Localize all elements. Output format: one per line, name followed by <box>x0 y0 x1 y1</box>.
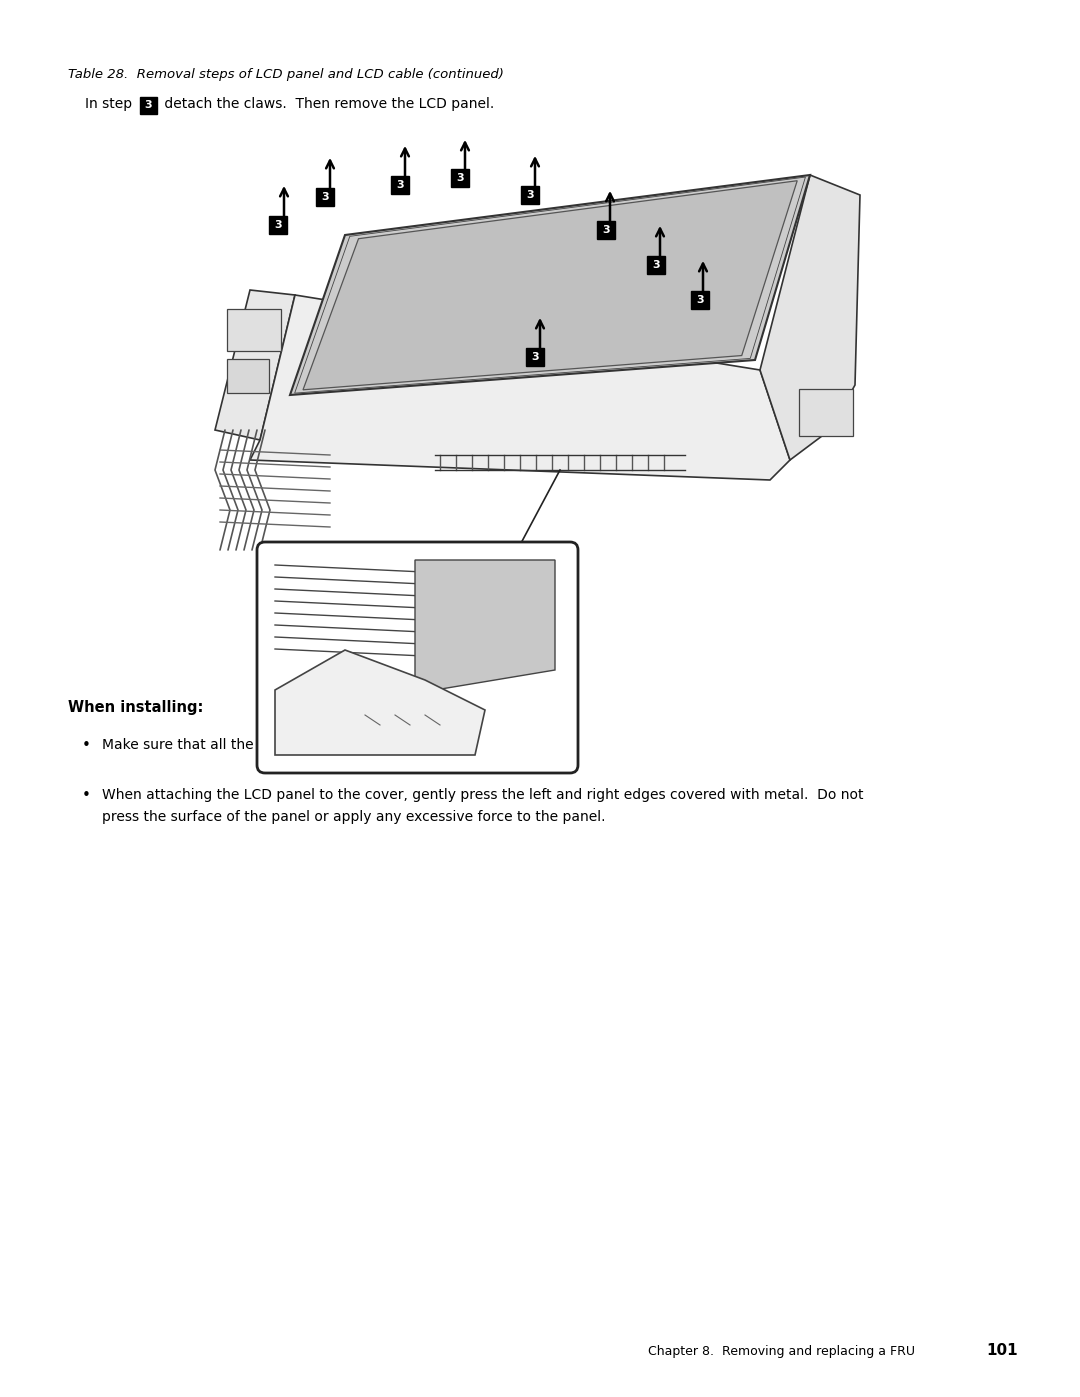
FancyBboxPatch shape <box>257 542 578 773</box>
Text: 3: 3 <box>321 191 328 203</box>
FancyBboxPatch shape <box>799 388 853 436</box>
FancyBboxPatch shape <box>526 348 544 366</box>
FancyBboxPatch shape <box>139 96 157 113</box>
Text: press the surface of the panel or apply any excessive force to the panel.: press the surface of the panel or apply … <box>102 810 606 824</box>
FancyBboxPatch shape <box>316 189 334 205</box>
Text: Make sure that all the claws are attached firmly.: Make sure that all the claws are attache… <box>102 738 436 752</box>
Text: 3: 3 <box>145 101 152 110</box>
FancyBboxPatch shape <box>227 359 269 393</box>
Polygon shape <box>275 650 485 754</box>
Text: Table 28.  Removal steps of LCD panel and LCD cable (continued): Table 28. Removal steps of LCD panel and… <box>68 68 504 81</box>
Text: 3: 3 <box>531 352 539 362</box>
Text: 3: 3 <box>526 190 534 200</box>
Polygon shape <box>249 295 789 481</box>
Text: 3: 3 <box>456 173 463 183</box>
Text: detach the claws.  Then remove the LCD panel.: detach the claws. Then remove the LCD pa… <box>160 96 495 110</box>
Polygon shape <box>303 180 797 390</box>
FancyBboxPatch shape <box>647 256 665 274</box>
FancyBboxPatch shape <box>691 291 708 309</box>
Text: Chapter 8.  Removing and replacing a FRU: Chapter 8. Removing and replacing a FRU <box>648 1345 915 1358</box>
FancyBboxPatch shape <box>451 169 469 187</box>
Text: 3: 3 <box>603 225 610 235</box>
Text: In step: In step <box>85 96 136 110</box>
Polygon shape <box>760 175 860 460</box>
FancyBboxPatch shape <box>269 217 287 235</box>
Text: 3: 3 <box>697 295 704 305</box>
Text: 3: 3 <box>652 260 660 270</box>
Polygon shape <box>291 175 810 395</box>
Text: When installing:: When installing: <box>68 700 203 715</box>
Text: When attaching the LCD panel to the cover, gently press the left and right edges: When attaching the LCD panel to the cove… <box>102 788 864 802</box>
Text: 3: 3 <box>396 180 404 190</box>
FancyBboxPatch shape <box>521 186 539 204</box>
Text: 3: 3 <box>274 219 282 231</box>
FancyBboxPatch shape <box>597 221 615 239</box>
Polygon shape <box>415 560 555 690</box>
Text: 101: 101 <box>986 1343 1018 1358</box>
FancyBboxPatch shape <box>391 176 409 194</box>
Polygon shape <box>215 291 295 440</box>
Text: •: • <box>82 738 91 753</box>
FancyBboxPatch shape <box>227 309 281 351</box>
Text: •: • <box>82 788 91 803</box>
